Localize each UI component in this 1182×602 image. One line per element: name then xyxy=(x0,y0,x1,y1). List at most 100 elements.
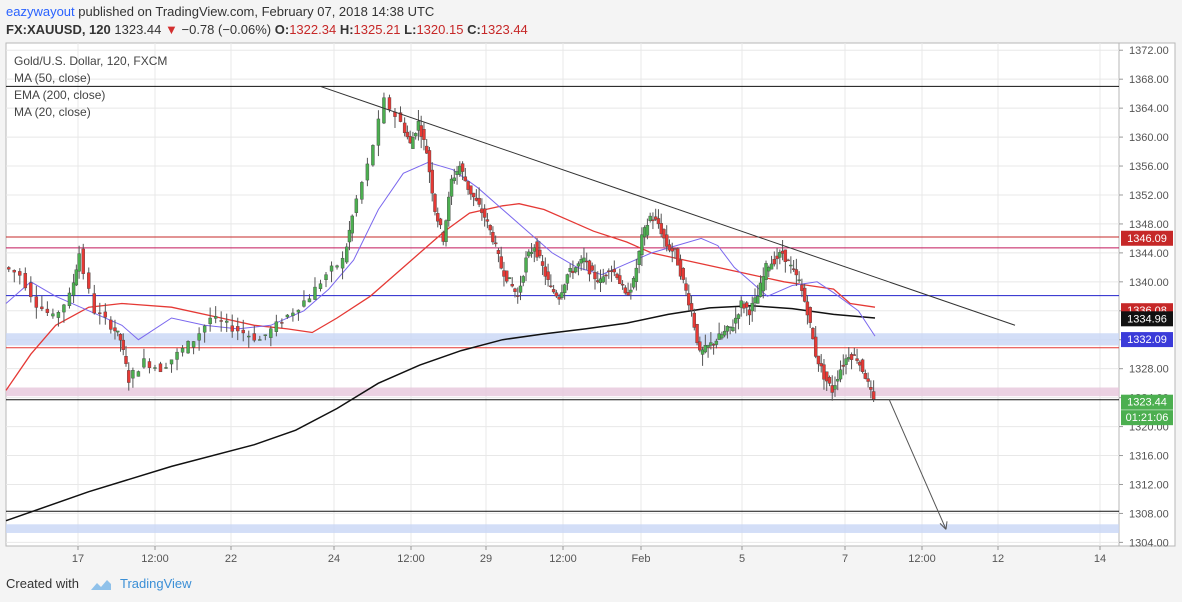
y-tick-label: 1352.00 xyxy=(1129,190,1169,202)
candle-body xyxy=(491,232,495,243)
candle-body xyxy=(607,270,611,272)
candle-body xyxy=(313,286,317,300)
candle-body xyxy=(849,354,854,360)
candle-body xyxy=(659,223,663,235)
candle-body xyxy=(56,312,61,318)
candle-body xyxy=(786,259,790,262)
candle-body xyxy=(241,329,245,334)
candle-body xyxy=(819,363,823,367)
candle-body xyxy=(347,229,352,243)
candle-body xyxy=(863,373,868,379)
gridlines xyxy=(6,43,1119,546)
candle-body xyxy=(836,379,840,382)
candle-body xyxy=(153,367,157,369)
candle-body xyxy=(568,268,572,272)
candle-body xyxy=(551,289,556,293)
candle-body xyxy=(758,282,763,297)
candle-body xyxy=(562,284,567,294)
legend-ma50[interactable]: MA (50, close) xyxy=(14,71,91,85)
candle-body xyxy=(477,197,481,205)
candle-body xyxy=(609,270,614,272)
candle-body xyxy=(626,292,630,296)
candle-body xyxy=(540,261,545,266)
candle-body xyxy=(687,293,691,306)
candle-body xyxy=(307,298,312,303)
candle-body xyxy=(510,284,514,287)
candle-body xyxy=(676,248,680,266)
candle-body xyxy=(441,232,445,242)
legend-ma20[interactable]: MA (20, close) xyxy=(14,105,91,119)
candle-body xyxy=(852,354,857,356)
y-tick-label: 1364.00 xyxy=(1129,103,1169,115)
candle-body xyxy=(772,258,777,265)
candle-body xyxy=(350,215,354,234)
candle-body xyxy=(838,369,843,380)
price-axis[interactable] xyxy=(1118,42,1176,547)
legend: Gold/U.S. Dollar, 120, FXCM MA (50, clos… xyxy=(14,54,167,119)
candle-body xyxy=(77,253,81,272)
symbol-info: FX:XAUUSD, 120 1323.44 ▼ −0.78 (−0.06%) … xyxy=(6,22,528,37)
candle-body xyxy=(12,270,16,273)
candle-body xyxy=(34,296,39,308)
candle-body xyxy=(463,176,468,182)
candle-body xyxy=(684,283,688,291)
author-link[interactable]: eazywayout xyxy=(6,4,75,19)
candle-body xyxy=(689,303,694,311)
candle-body xyxy=(505,270,509,282)
x-tick-label: 12:00 xyxy=(397,553,425,565)
zone-rect xyxy=(6,387,1119,397)
candle-body xyxy=(427,150,432,173)
candle-body xyxy=(739,300,743,308)
candle-body xyxy=(496,250,501,255)
tradingview-link[interactable]: TradingView xyxy=(120,576,192,591)
candle-body xyxy=(74,269,79,286)
zone-rect xyxy=(6,524,1119,533)
candle-body xyxy=(778,252,782,258)
candle-body xyxy=(175,351,179,360)
candle-body xyxy=(180,347,185,353)
candle-body xyxy=(833,385,837,390)
candle-body xyxy=(460,163,465,172)
candle-body xyxy=(92,293,96,314)
candle-body xyxy=(518,285,523,293)
legend-ema200[interactable]: EMA (200, close) xyxy=(14,88,105,102)
candle-body xyxy=(756,296,760,304)
price-chart[interactable]: 1304.001308.001312.001316.001320.001324.… xyxy=(0,42,1182,572)
candle-body xyxy=(499,256,503,269)
candle-body xyxy=(681,268,685,280)
y-tick-label: 1328.00 xyxy=(1129,364,1169,376)
candle-body xyxy=(557,296,561,300)
candle-body xyxy=(416,120,421,131)
candle-body xyxy=(18,271,22,276)
candle-body xyxy=(164,367,168,369)
candle-body xyxy=(811,328,815,340)
candle-body xyxy=(158,363,163,373)
open-label: O: xyxy=(274,22,290,37)
candle-body xyxy=(827,376,832,384)
y-tick-label: 1372.00 xyxy=(1129,45,1169,57)
candle-body xyxy=(23,273,28,289)
price-label-box xyxy=(1121,410,1173,426)
footer: Created with TradingView xyxy=(6,576,192,592)
candle-body xyxy=(474,197,479,201)
x-tick-label: 5 xyxy=(739,553,745,565)
candle-body xyxy=(612,269,616,273)
zone-rect xyxy=(6,333,1119,346)
candle-body xyxy=(527,251,531,257)
candle-body xyxy=(678,259,683,277)
candle-body xyxy=(425,145,429,154)
candle-body xyxy=(113,327,117,332)
candle-body xyxy=(398,112,403,122)
candle-body xyxy=(745,302,749,308)
candle-body xyxy=(651,219,655,222)
candle-body xyxy=(413,133,418,137)
candle-body xyxy=(291,312,295,316)
candle-body xyxy=(444,220,448,242)
candle-body xyxy=(858,361,862,366)
candle-body xyxy=(576,263,581,267)
candle-body xyxy=(634,267,639,282)
candle-body xyxy=(841,364,845,367)
drawings xyxy=(320,85,1016,530)
candle-body xyxy=(662,229,666,239)
candle-body xyxy=(507,277,512,279)
